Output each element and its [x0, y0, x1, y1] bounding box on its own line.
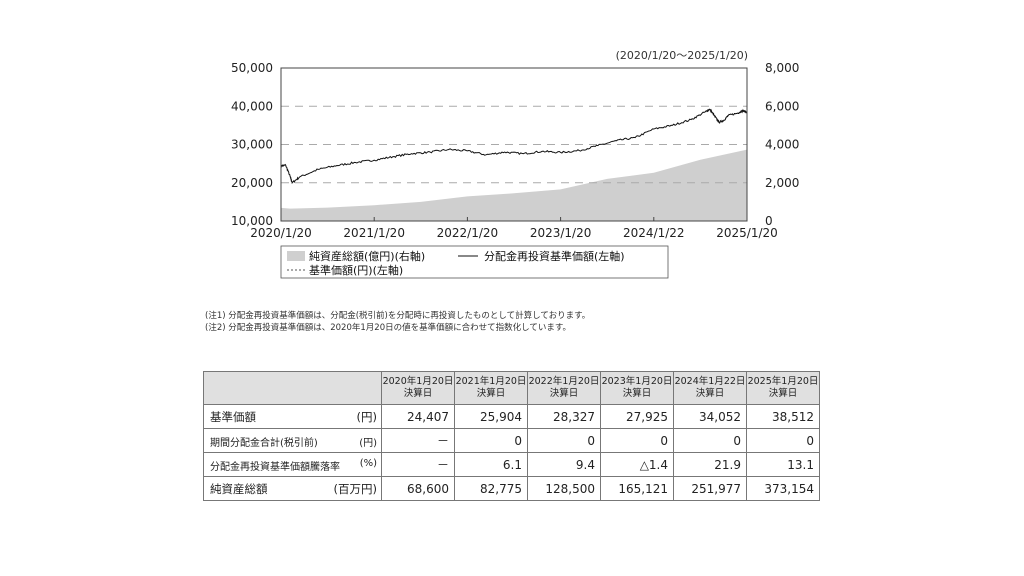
table-cell: 165,121 [600, 476, 674, 501]
performance-table: 2020年1月20日 決算日 2021年1月20日 決算日 2022年1月20日 決算… [203, 371, 820, 501]
table-corner-cell [203, 371, 382, 405]
row-header: 期間分配金合計(税引前) (円) [203, 428, 382, 453]
table-row: 分配金再投資基準価額騰落率 (%) － 6.1 9.4 △1.4 21.9 13.… [203, 452, 820, 477]
footnotes: (注1) 分配金再投資基準価額は、分配金(税引前)を分配時に再投資したものとして… [205, 310, 590, 334]
table-cell: 21.9 [673, 452, 747, 477]
y-right-tick-label: 8,000 [765, 61, 799, 75]
table-header-row: 2020年1月20日 決算日 2021年1月20日 決算日 2022年1月20日 決算… [203, 371, 820, 405]
y-right-tick-label: 4,000 [765, 138, 799, 152]
y-axis-right-ticks: 0 2,000 4,000 6,000 8,000 [765, 61, 799, 228]
table-row: 基準価額 (円) 24,407 25,904 28,327 27,925 34,0… [203, 404, 820, 429]
table-cell: 82,775 [454, 476, 528, 501]
table-cell: 0 [600, 428, 674, 453]
table-cell: － [381, 452, 455, 477]
table-row: 期間分配金合計(税引前) (円) － 0 0 0 0 0 [203, 428, 820, 453]
nav-line-layer [280, 108, 748, 185]
y-left-tick-label: 20,000 [231, 176, 273, 190]
table-cell: 68,600 [381, 476, 455, 501]
net-assets-area [281, 149, 747, 221]
table-cell: 9.4 [527, 452, 601, 477]
row-header: 基準価額 (円) [203, 404, 382, 429]
table-cell: 6.1 [454, 452, 528, 477]
y-right-tick-label: 6,000 [765, 99, 799, 113]
legend-label-net-assets: 純資産総額(億円)(右軸) [309, 249, 425, 263]
x-axis-ticks: 2020/1/20 2021/1/20 2022/1/20 2023/1/20 2024… [250, 217, 778, 240]
table-row: 純資産総額 (百万円) 68,600 82,775 128,500 165,121… [203, 476, 820, 501]
table-cell: 28,327 [527, 404, 601, 429]
gridlines [281, 105, 747, 184]
x-tick-label: 2025/1/20 [716, 226, 778, 240]
legend: 純資産総額(億円)(右軸) 分配金再投資基準価額(左軸) 基準価額(円)(左軸) [280, 245, 669, 279]
x-tick-label: 2022/1/20 [437, 226, 499, 240]
table-cell: 24,407 [381, 404, 455, 429]
table-cell: 0 [454, 428, 528, 453]
footnote-1: (注1) 分配金再投資基準価額は、分配金(税引前)を分配時に再投資したものとして… [205, 311, 591, 321]
column-header: 2020年1月20日 決算日 [381, 371, 455, 405]
column-header: 2023年1月20日 決算日 [600, 371, 674, 405]
x-tick-label: 2023/1/20 [530, 226, 592, 240]
plot-frame [280, 67, 748, 222]
x-tick-label: 2021/1/20 [343, 226, 405, 240]
row-header: 分配金再投資基準価額騰落率 (%) [203, 452, 382, 477]
y-right-tick-label: 2,000 [765, 176, 799, 190]
legend-label-nav: 基準価額(円)(左軸) [309, 263, 403, 277]
column-header: 2024年1月22日 決算日 [673, 371, 747, 405]
performance-chart: (2020/1/20～2025/1/20) 10,000 20,000 30,000… [231, 49, 799, 279]
x-tick-label: 2020/1/20 [250, 226, 312, 240]
x-tick-label: 2024/1/22 [623, 226, 685, 240]
column-header: 2021年1月20日 決算日 [454, 371, 528, 405]
table-cell: 251,977 [673, 476, 747, 501]
table-cell: 0 [746, 428, 820, 453]
table-cell: 0 [673, 428, 747, 453]
table-cell: 373,154 [746, 476, 820, 501]
legend-swatch-area [287, 251, 305, 261]
period-label: (2020/1/20～2025/1/20) [616, 49, 748, 62]
legend-box [280, 245, 669, 279]
table-cell: 27,925 [600, 404, 674, 429]
reinvested-nav-line [280, 108, 748, 185]
y-axis-left-ticks: 10,000 20,000 30,000 40,000 50,000 [231, 61, 273, 228]
table-cell: 13.1 [746, 452, 820, 477]
table-cell: △1.4 [600, 452, 674, 477]
y-left-tick-label: 10,000 [231, 214, 273, 228]
row-header: 純資産総額 (百万円) [203, 476, 382, 501]
y-left-tick-label: 50,000 [231, 61, 273, 75]
footnote-2: (注2) 分配金再投資基準価額は、2020年1月20日の値を基準価額に合わせて指… [205, 323, 571, 333]
table-cell: 128,500 [527, 476, 601, 501]
legend-label-reinvested-nav: 分配金再投資基準価額(左軸) [484, 249, 625, 263]
column-header: 2025年1月20日 決算日 [746, 371, 820, 405]
table-cell: 0 [527, 428, 601, 453]
column-header: 2022年1月20日 決算日 [527, 371, 601, 405]
y-left-tick-label: 30,000 [231, 138, 273, 152]
table-cell: 38,512 [746, 404, 820, 429]
table-cell: 34,052 [673, 404, 747, 429]
table-cell: － [381, 428, 455, 453]
net-assets-area-layer [281, 149, 747, 221]
table-cell: 25,904 [454, 404, 528, 429]
y-right-tick-label: 0 [765, 214, 773, 228]
y-left-tick-label: 40,000 [231, 99, 273, 113]
